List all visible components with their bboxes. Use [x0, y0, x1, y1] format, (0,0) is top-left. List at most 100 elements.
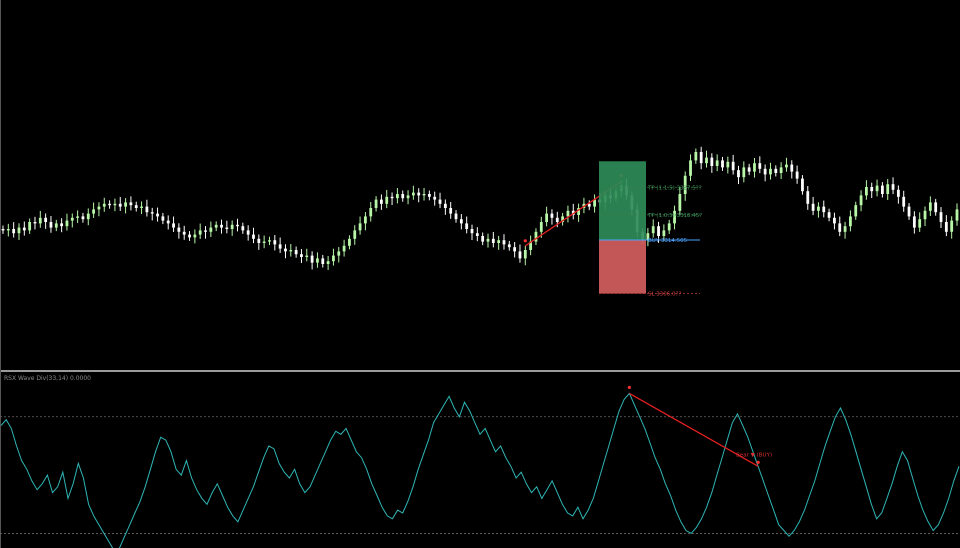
candle-body: [534, 231, 538, 242]
candle-body: [150, 212, 154, 214]
sl-label: SL 3306.0??: [648, 292, 681, 298]
candle-body: [657, 226, 660, 236]
candle-body: [246, 230, 250, 235]
candle-body: [747, 167, 751, 172]
candle-body: [60, 223, 64, 227]
candle-body: [817, 206, 820, 211]
candle-body: [395, 194, 399, 199]
candle-body: [689, 160, 692, 176]
candle-body: [843, 226, 847, 232]
candle-body: [774, 168, 778, 173]
candle-body: [491, 238, 495, 243]
candle-body: [401, 194, 405, 199]
candle-body: [742, 167, 746, 178]
candle-body: [316, 258, 319, 263]
candle-body: [166, 220, 170, 224]
candle-body: [459, 219, 463, 224]
candle-body: [236, 224, 239, 227]
candle-body: [577, 208, 580, 215]
oscillator-panel-background: [0, 373, 960, 548]
candle-body: [113, 203, 117, 206]
candle-body: [172, 223, 175, 228]
candle-body: [502, 240, 506, 245]
candle-body: [49, 222, 53, 228]
candle-body: [348, 238, 351, 246]
candle-body: [76, 216, 80, 218]
candle-body: [555, 217, 559, 222]
candle-body: [529, 241, 533, 250]
oscillator-divergence-line: [629, 392, 759, 467]
oscillator-line: [0, 392, 960, 548]
candle-body: [507, 244, 511, 248]
candle-body: [587, 203, 591, 207]
candle-body: [811, 203, 815, 211]
candle-body: [833, 217, 836, 224]
oscillator-title: RSX Wave Div(33,14) 0.0000: [4, 375, 91, 382]
candle-body: [673, 210, 676, 224]
candle-body: [220, 224, 223, 228]
candle-body: [353, 230, 357, 239]
candle-body: [102, 203, 106, 207]
candle-body: [950, 220, 954, 232]
candle-body: [422, 194, 426, 196]
candle-body: [454, 213, 458, 220]
price-panel-background: [0, 0, 960, 370]
candle-body: [939, 212, 943, 222]
candle-body: [6, 229, 10, 231]
candle-body: [838, 223, 842, 232]
candle-body: [705, 157, 708, 164]
candle-body: [694, 152, 698, 161]
candle-body: [918, 219, 922, 228]
candle-body: [390, 196, 394, 199]
candle-body: [134, 205, 138, 208]
candle-body: [902, 196, 906, 207]
candle-body: [806, 191, 810, 204]
candle-body: [896, 189, 900, 197]
candle-body: [864, 187, 868, 196]
candle-body: [785, 164, 788, 168]
candle-body: [22, 227, 26, 231]
candle-body: [198, 230, 202, 235]
candle-body: [523, 250, 527, 259]
candle-body: [230, 224, 234, 229]
candle-body: [790, 164, 794, 172]
candle-body: [81, 216, 85, 220]
candle-body: [262, 241, 266, 243]
candle-body: [662, 230, 666, 236]
candle-body: [225, 227, 229, 229]
candle-body: [539, 222, 543, 232]
candle-body: [300, 254, 303, 257]
candle-body: [358, 223, 362, 231]
candle-body: [726, 161, 730, 168]
candle-body: [513, 247, 517, 252]
candle-body: [518, 251, 522, 259]
candle-body: [12, 229, 16, 234]
candle-body: [129, 202, 133, 206]
candle-body: [880, 185, 884, 194]
candle-body: [891, 184, 895, 190]
candle-body: [294, 250, 298, 255]
candle-body: [875, 185, 879, 192]
candle-body: [241, 226, 245, 231]
candle-body: [44, 217, 48, 222]
candle-body: [497, 240, 501, 243]
candle-body: [28, 222, 32, 231]
candle-body: [854, 205, 858, 217]
candle-body: [411, 192, 415, 196]
candle-body: [758, 163, 762, 169]
candle-body: [337, 251, 341, 256]
candle-body: [427, 194, 431, 197]
candle-body: [443, 203, 447, 208]
candle-body: [188, 234, 191, 238]
candle-body: [849, 216, 852, 227]
candle-body: [475, 233, 479, 236]
candle-body: [278, 244, 282, 249]
candle-body: [822, 206, 826, 213]
candle-body: [449, 208, 453, 214]
candle-body: [710, 157, 714, 166]
candle-body: [417, 192, 421, 196]
candle-body: [651, 226, 655, 234]
price-series: [1, 146, 959, 271]
candle-body: [374, 199, 378, 208]
